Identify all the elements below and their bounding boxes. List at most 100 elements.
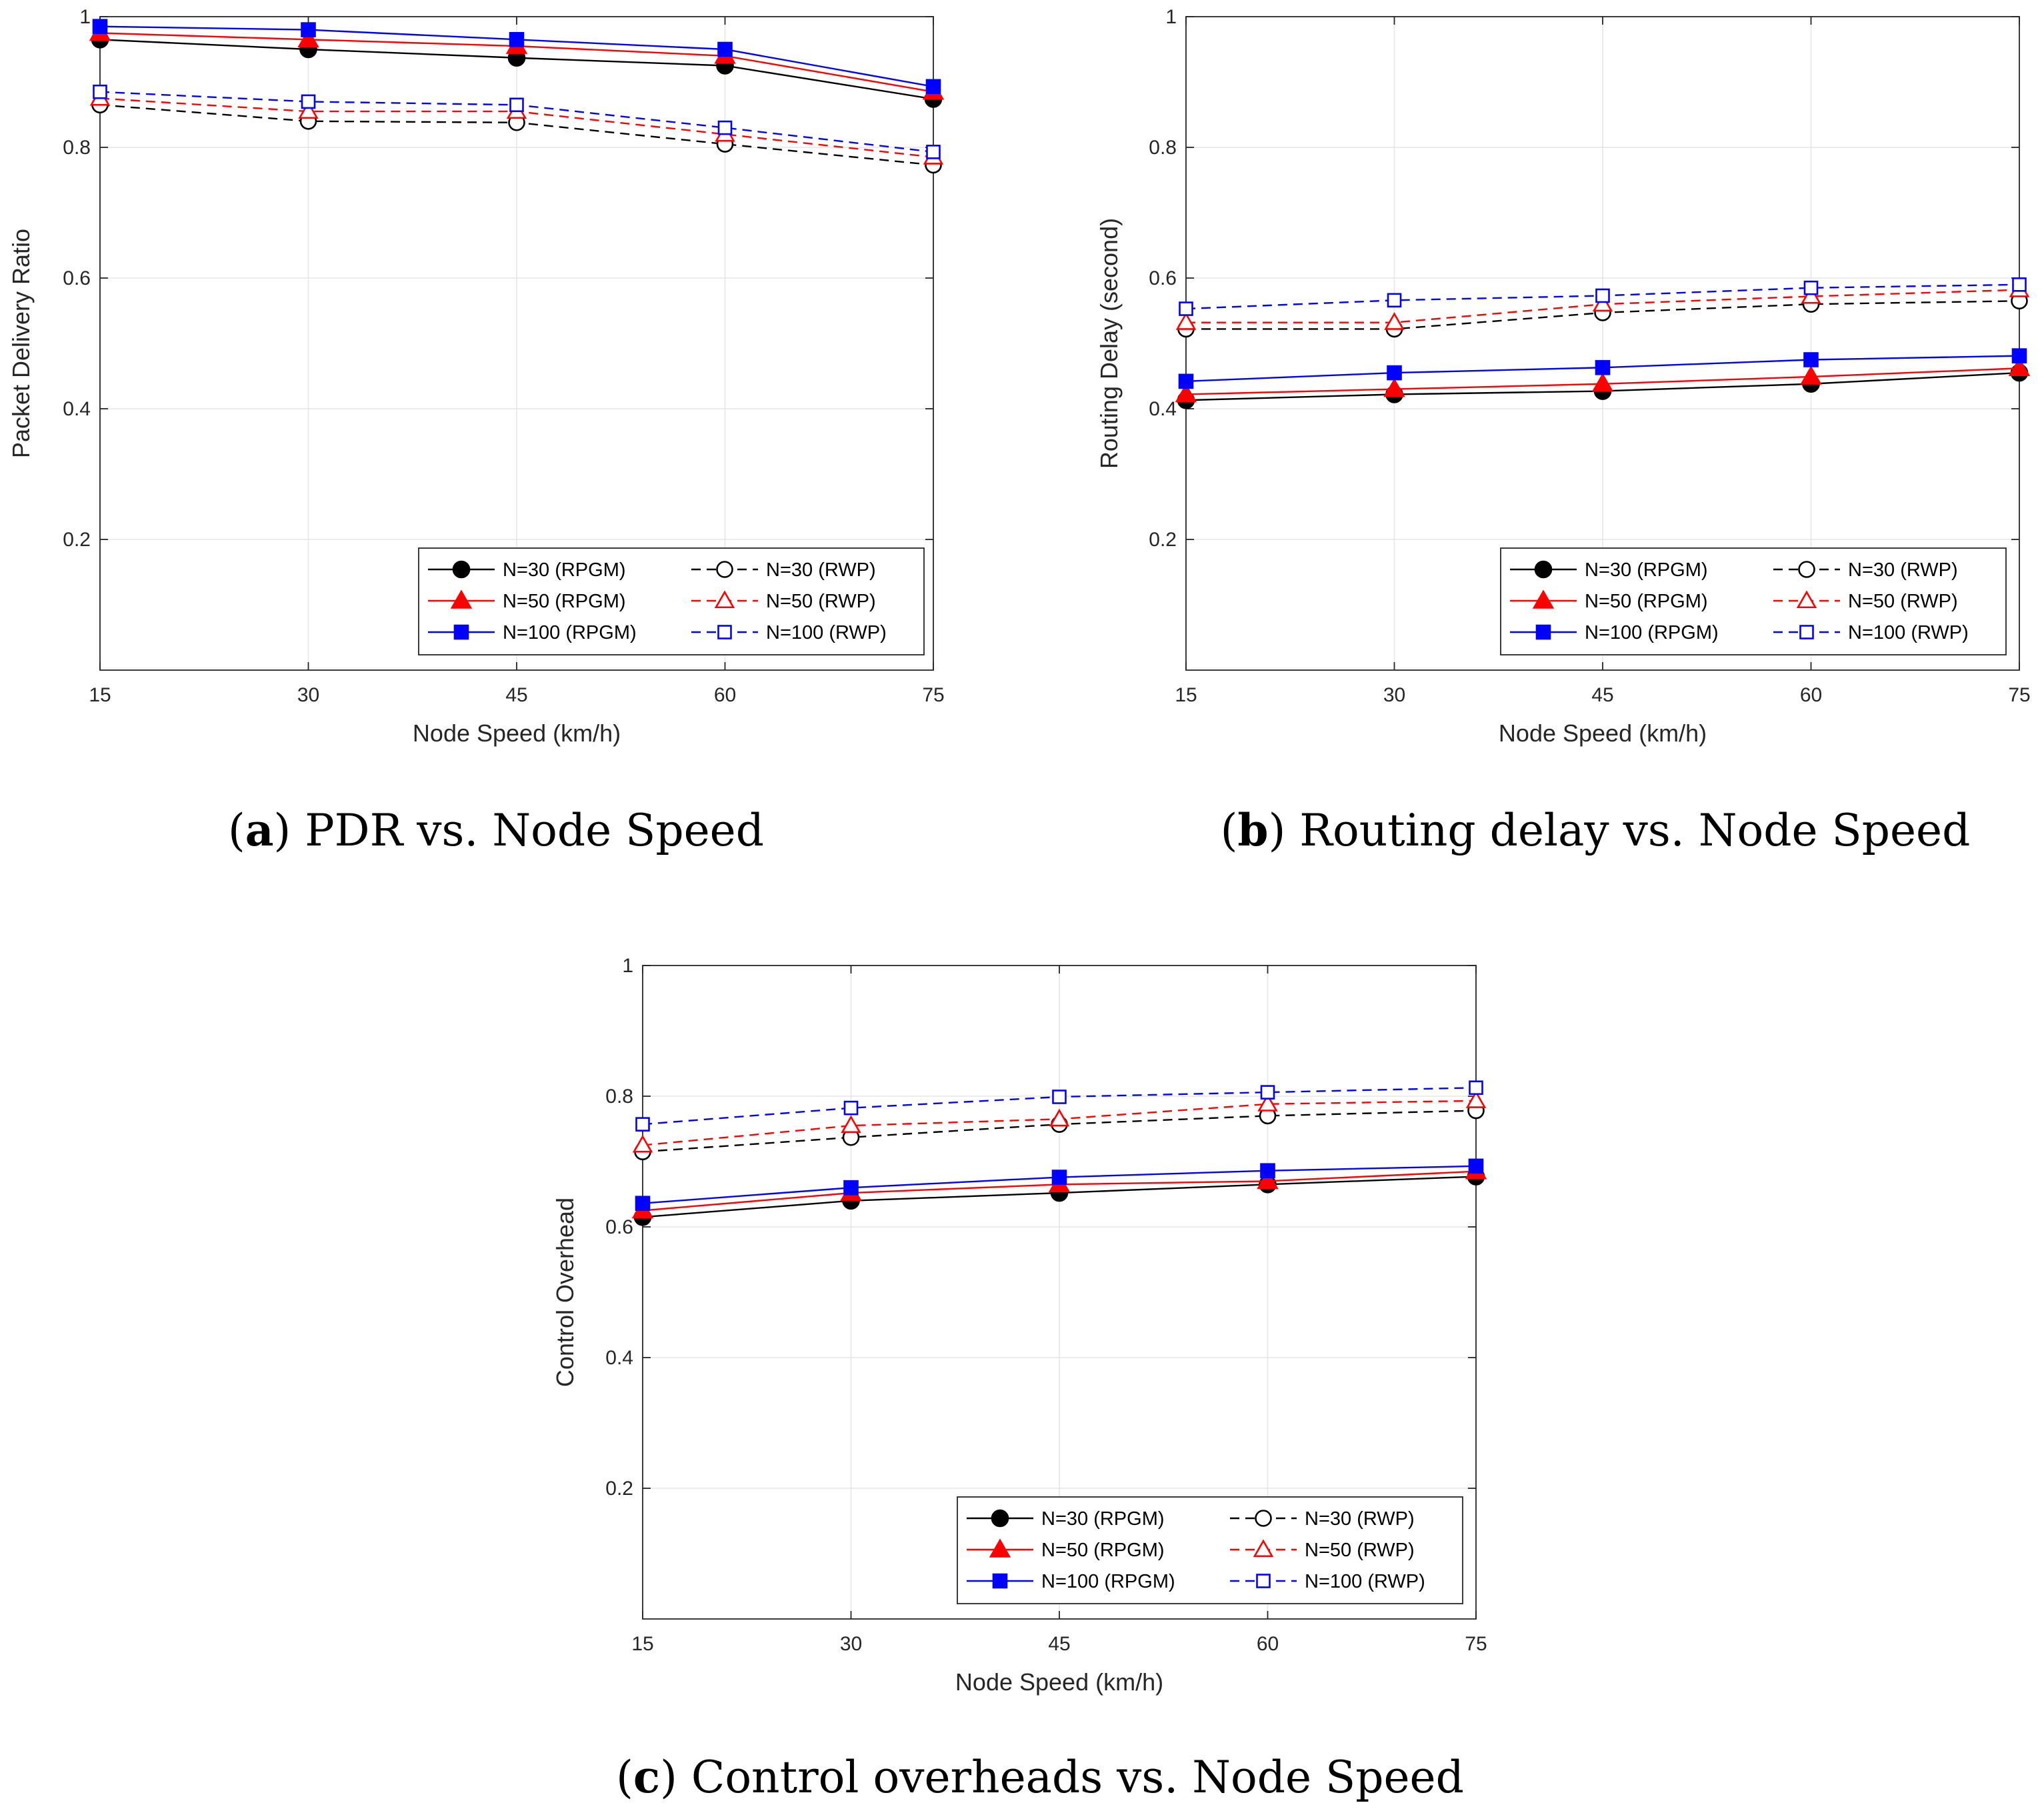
x-tick-label: 75 (1465, 1633, 1487, 1655)
legend-marker (716, 561, 733, 578)
legend-marker (1799, 625, 1814, 639)
y-tick-label: 0.8 (1149, 137, 1177, 159)
figure-caption: (a) PDR vs. Node Speed (228, 804, 764, 856)
y-tick-label: 0.8 (605, 1086, 633, 1108)
y-tick-label: 1 (622, 955, 633, 977)
data-point (2012, 277, 2027, 292)
caption-part: ) Control overheads vs. Node Speed (660, 1752, 1464, 1803)
data-point (1800, 365, 1822, 385)
series-n-100-rwp- (635, 1080, 1483, 1132)
legend-label: N=50 (RPGM) (1041, 1540, 1165, 1561)
y-tick-label: 0.8 (63, 137, 91, 159)
data-point (1257, 1170, 1279, 1190)
legend-marker (453, 624, 469, 640)
figure-caption: (b) Routing delay vs. Node Speed (1221, 804, 1971, 856)
data-point (925, 79, 941, 95)
caption-part: ( (228, 805, 245, 856)
data-point (1465, 1090, 1487, 1108)
x-tick-label: 15 (631, 1633, 653, 1655)
data-point (926, 145, 941, 159)
legend-marker (992, 1573, 1008, 1589)
legend-label: N=100 (RPGM) (1585, 622, 1719, 643)
legend-marker (1534, 560, 1553, 579)
chart-panel-b: 15 30 45 60 75 0.2 0.4 0.6 0.8 1 Node Speed (km/h)… (1095, 6, 2031, 856)
data-point (1387, 293, 1402, 308)
caption-part: a (245, 804, 274, 856)
y-tick-label: 0.2 (605, 1478, 633, 1500)
legend-label: N=30 (RWP) (766, 559, 876, 581)
x-axis-label: Node Speed (km/h) (955, 1668, 1163, 1696)
legend-marker (452, 560, 471, 579)
legend-marker (1535, 624, 1551, 640)
legend-marker (714, 590, 735, 609)
legend-marker (989, 1538, 1011, 1558)
data-point (1257, 1094, 1278, 1112)
legend-marker (1256, 1574, 1271, 1588)
data-point (1803, 280, 1819, 295)
data-point (1468, 1158, 1484, 1174)
y-axis-label: Routing Delay (second) (1095, 218, 1123, 469)
caption-part: ( (616, 1752, 633, 1803)
legend-marker (450, 589, 473, 609)
x-tick-label: 45 (1591, 684, 1613, 706)
x-tick-label: 45 (505, 684, 527, 706)
legend-label: N=30 (RPGM) (503, 559, 626, 581)
x-tick-label: 30 (840, 1633, 862, 1655)
chart-panel-c: 15 30 45 60 75 0.2 0.4 0.6 0.8 1 Node Speed (km/h)… (551, 955, 1487, 1803)
legend: N=30 (RPGM) N=50 (RPGM) N=100 (RPGM) N=30 (… (1500, 547, 2007, 655)
data-point (1175, 383, 1197, 403)
legend-box (957, 1496, 1463, 1604)
legend-marker (991, 1509, 1009, 1528)
caption-part: ( (1221, 805, 1238, 856)
caption-part: ) PDR vs. Node Speed (274, 805, 764, 856)
y-tick-label: 0.6 (63, 267, 91, 289)
data-point (1260, 1085, 1275, 1100)
legend-label: N=50 (RPGM) (503, 591, 626, 612)
caption-part: b (1237, 804, 1268, 856)
data-point (297, 28, 319, 48)
legend-marker (1532, 589, 1555, 609)
data-point (1383, 377, 1405, 397)
legend-marker (1798, 561, 1815, 578)
series-n-100-rpgm- (635, 1158, 1484, 1212)
legend-marker (1255, 1510, 1272, 1527)
data-point (301, 22, 316, 37)
data-point (92, 19, 108, 35)
legend-marker (1796, 590, 1817, 609)
data-point (632, 1134, 653, 1153)
x-tick-label: 60 (714, 684, 736, 706)
x-tick-label: 45 (1048, 1633, 1070, 1655)
y-tick-label: 0.2 (63, 529, 91, 551)
data-point (2011, 348, 2027, 363)
figure-caption: (c) Control overheads vs. Node Speed (616, 1751, 1464, 1803)
series-n-100-rpgm- (1178, 348, 2027, 389)
y-tick-label: 0.6 (605, 1216, 633, 1238)
legend-label: N=50 (RWP) (766, 591, 876, 612)
data-point (93, 84, 107, 99)
data-point (717, 41, 733, 57)
legend-label: N=100 (RWP) (1848, 622, 1969, 643)
legend-label: N=100 (RWP) (1305, 1571, 1425, 1592)
data-point (843, 1100, 859, 1116)
y-axis-label: Control Overhead (551, 1198, 579, 1387)
data-point (1801, 285, 1821, 304)
data-point (1175, 312, 1197, 330)
data-point (1179, 301, 1193, 316)
legend-label: N=30 (RPGM) (1041, 1508, 1165, 1530)
caption-part: ) Routing delay vs. Node Speed (1269, 805, 1971, 856)
legend: N=30 (RPGM) N=50 (RPGM) N=100 (RPGM) N=30 (… (957, 1496, 1463, 1604)
data-point (509, 31, 525, 47)
y-tick-label: 0.6 (1149, 267, 1177, 289)
data-point (635, 1117, 650, 1132)
data-point (1592, 293, 1613, 312)
data-point (1469, 1080, 1483, 1096)
data-point (635, 1196, 651, 1212)
x-axis-label: Node Speed (km/h) (1499, 719, 1707, 747)
data-point (1591, 373, 1614, 392)
legend-marker (1253, 1539, 1274, 1558)
data-point (843, 1180, 859, 1196)
legend-label: N=100 (RPGM) (503, 622, 637, 643)
legend-label: N=30 (RPGM) (1585, 559, 1708, 581)
y-tick-label: 1 (1165, 6, 1177, 28)
